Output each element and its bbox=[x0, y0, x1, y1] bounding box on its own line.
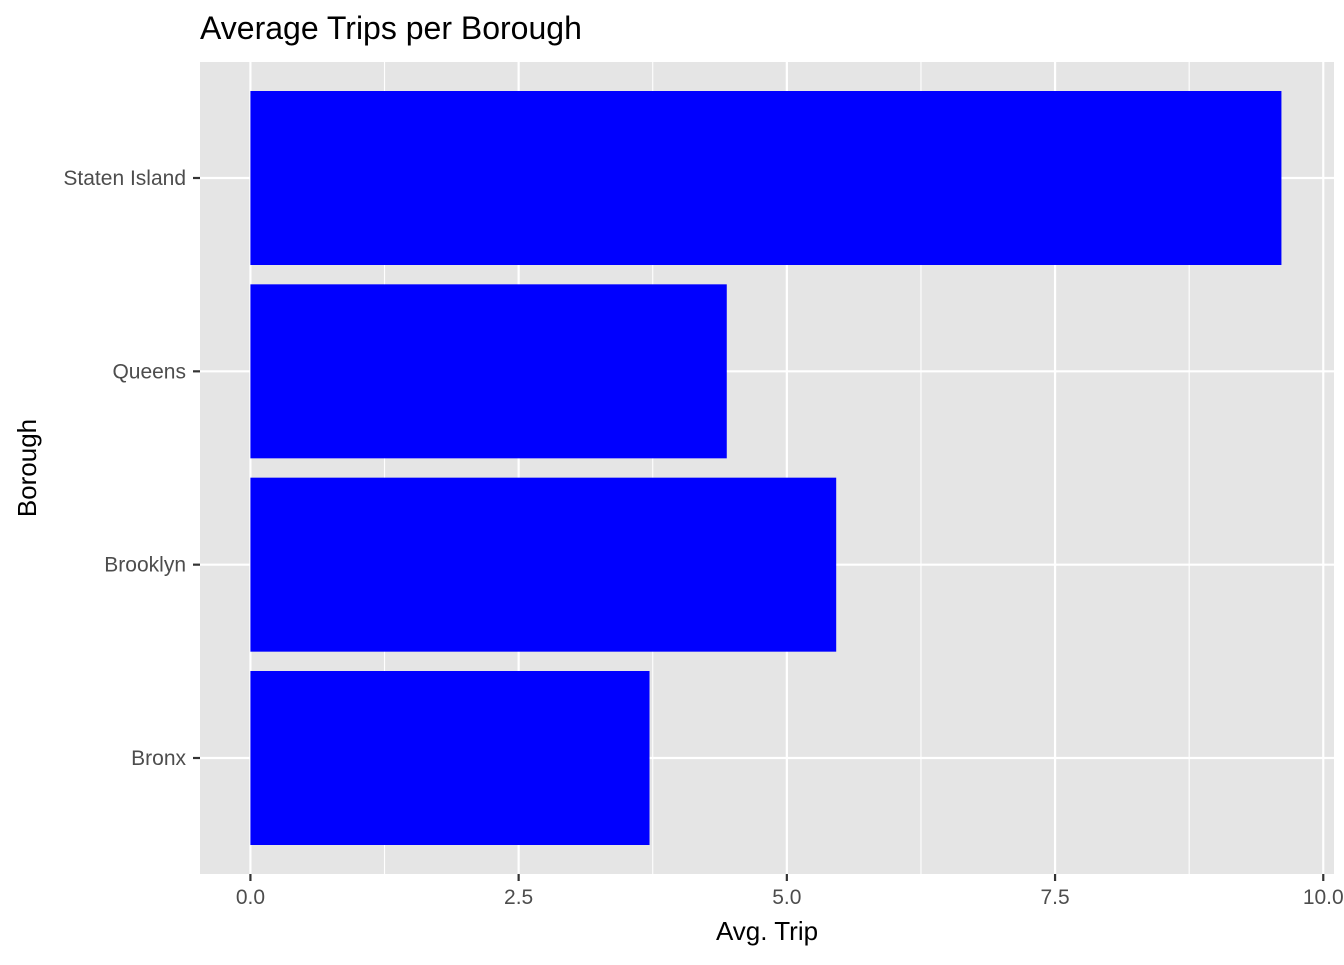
bar-queens bbox=[250, 284, 727, 459]
y-tick-label: Brooklyn bbox=[104, 554, 186, 577]
y-tick-label: Staten Island bbox=[63, 167, 186, 190]
bars bbox=[250, 91, 1282, 845]
x-axis: 0.0 2.5 5.0 7.5 10.0 bbox=[236, 874, 1344, 909]
chart-title: Average Trips per Borough bbox=[200, 10, 582, 46]
bar-staten-island bbox=[250, 91, 1282, 265]
x-axis-title: Avg. Trip bbox=[716, 916, 818, 946]
x-tick-label: 2.5 bbox=[504, 886, 533, 909]
bar-bronx bbox=[250, 671, 650, 845]
x-tick-label: 5.0 bbox=[772, 886, 801, 909]
y-tick-label: Bronx bbox=[131, 747, 186, 770]
x-tick-label: 0.0 bbox=[236, 886, 265, 909]
y-axis-title: Borough bbox=[12, 419, 42, 517]
x-tick-label: 7.5 bbox=[1040, 886, 1069, 909]
y-tick-label: Queens bbox=[112, 360, 186, 383]
y-axis: Bronx Brooklyn Queens Staten Island bbox=[63, 167, 200, 770]
x-tick-label: 10.0 bbox=[1303, 886, 1344, 909]
bar-brooklyn bbox=[250, 477, 837, 652]
